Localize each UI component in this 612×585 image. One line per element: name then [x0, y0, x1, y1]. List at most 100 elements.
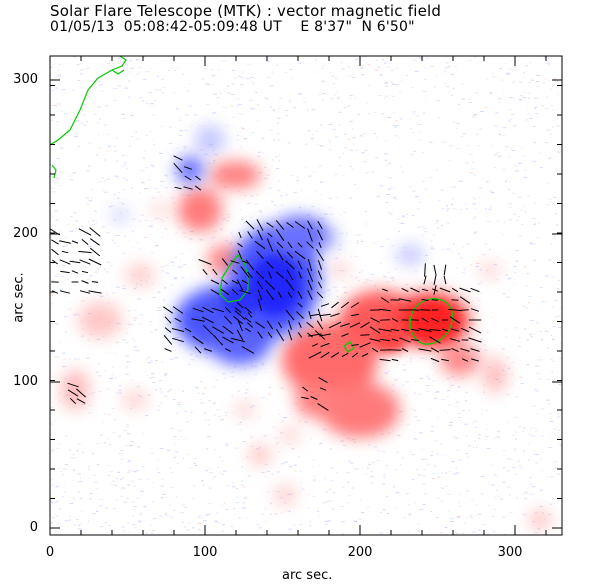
- field-vector: [81, 270, 89, 274]
- field-vector: [264, 280, 276, 290]
- field-vector: [224, 348, 232, 352]
- field-vector: [194, 346, 202, 354]
- field-vector: [360, 334, 370, 336]
- field-vector: [433, 285, 437, 295]
- field-vector: [266, 261, 274, 269]
- field-vector: [210, 289, 220, 295]
- field-vector: [222, 336, 234, 344]
- field-vector: [470, 308, 480, 312]
- field-vector: [423, 275, 427, 285]
- field-vector: [236, 329, 244, 341]
- field-vector: [254, 240, 266, 250]
- field-vector: [421, 317, 429, 323]
- x-tick-label: 0: [45, 545, 55, 560]
- field-vector: [268, 271, 272, 279]
- field-vector: [308, 351, 322, 359]
- transverse-field-vectors: [50, 155, 482, 411]
- field-vector: [202, 306, 214, 314]
- y-tick-label: 200: [13, 226, 38, 241]
- field-vector: [390, 328, 400, 332]
- field-vector: [275, 328, 285, 342]
- field-vector: [287, 241, 293, 249]
- field-vector: [202, 324, 214, 336]
- field-vector: [183, 186, 193, 190]
- field-vector: [78, 228, 92, 236]
- field-vector: [257, 331, 263, 339]
- field-vector: [240, 266, 250, 278]
- field-vector: [61, 250, 69, 254]
- field-vector: [88, 258, 102, 266]
- minor-ticks: [49, 55, 562, 535]
- field-vector: [71, 270, 79, 274]
- field-vector: [255, 321, 265, 329]
- field-vector: [67, 389, 79, 397]
- field-vector: [314, 330, 326, 340]
- field-vector: [468, 326, 482, 334]
- field-vector: [232, 269, 238, 275]
- field-vector: [307, 228, 313, 242]
- field-vector: [371, 347, 379, 353]
- field-vector: [212, 268, 218, 276]
- weak-negative-field: [110, 125, 424, 265]
- field-vector: [399, 337, 411, 343]
- field-vector: [308, 311, 312, 319]
- field-vector: [75, 388, 87, 398]
- field-vector: [319, 333, 331, 337]
- field-vector: [459, 296, 471, 304]
- field-vector: [78, 250, 92, 254]
- field-vector: [244, 317, 252, 323]
- field-vector: [350, 302, 360, 308]
- field-vector: [285, 279, 295, 291]
- field-vector: [294, 250, 306, 260]
- field-vector: [439, 287, 451, 293]
- field-vector: [297, 242, 303, 248]
- field-vector: [204, 348, 212, 352]
- field-vector: [310, 313, 320, 317]
- field-vector: [286, 251, 294, 259]
- field-vector: [296, 311, 304, 319]
- field-vector: [202, 268, 208, 276]
- field-vector: [298, 271, 302, 279]
- field-vector: [90, 238, 100, 246]
- field-vector: [318, 242, 322, 248]
- field-vector: [174, 186, 182, 190]
- field-vector: [241, 260, 249, 264]
- field-vector: [220, 288, 230, 296]
- field-vector: [266, 238, 274, 252]
- field-vector: [89, 227, 101, 237]
- field-vector: [317, 260, 323, 270]
- field-vector: [276, 249, 284, 261]
- field-vector: [172, 306, 184, 314]
- field-vector: [245, 220, 255, 230]
- field-vector: [164, 327, 172, 333]
- plot-frame: [49, 55, 563, 536]
- field-vector: [306, 268, 314, 282]
- field-vector: [163, 335, 173, 345]
- field-vector: [433, 275, 437, 285]
- field-vector: [237, 250, 243, 260]
- field-vector: [451, 347, 459, 353]
- field-vector: [67, 382, 79, 388]
- field-vector: [430, 347, 440, 353]
- field-vector: [265, 289, 275, 301]
- field-vector: [443, 275, 447, 285]
- field-vector: [307, 290, 313, 300]
- field-vector: [192, 307, 204, 313]
- field-vector: [451, 299, 459, 301]
- field-vector: [183, 166, 193, 170]
- intensity-contours: [50, 56, 453, 353]
- field-vector: [320, 303, 330, 307]
- x-tick-label: 200: [347, 545, 373, 560]
- field-vector: [461, 309, 469, 311]
- field-vector: [239, 289, 251, 295]
- field-vector: [369, 338, 381, 342]
- field-vector: [247, 271, 253, 279]
- field-vector: [317, 220, 323, 230]
- field-vector: [443, 264, 447, 276]
- field-vector: [441, 328, 449, 332]
- field-vector: [257, 229, 263, 241]
- field-vector: [441, 358, 449, 362]
- field-vector: [424, 263, 426, 277]
- field-vector: [91, 281, 99, 283]
- y-tick-label: 0: [29, 520, 38, 535]
